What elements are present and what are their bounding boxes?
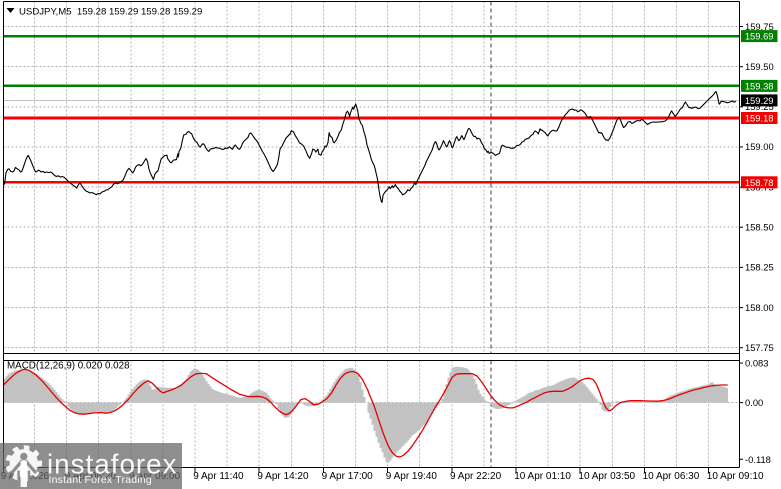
svg-text:159.29: 159.29: [745, 95, 774, 106]
svg-text:158.78: 158.78: [745, 177, 774, 188]
svg-text:159.38: 159.38: [745, 81, 774, 92]
svg-text:159.18: 159.18: [745, 113, 774, 124]
svg-text:159.25: 159.25: [745, 101, 774, 112]
svg-text:USDJPY,M5 159.28 159.29 159.2: USDJPY,M5 159.28 159.29 159.28 159.29: [19, 6, 202, 17]
svg-text:9 Apr 17:00: 9 Apr 17:00: [322, 471, 374, 482]
svg-text:159.00: 159.00: [745, 141, 774, 152]
svg-text:instaforex: instaforex: [47, 448, 178, 479]
svg-text:158.00: 158.00: [745, 302, 774, 313]
svg-text:10 Apr 09:10: 10 Apr 09:10: [707, 471, 764, 482]
svg-text:9 Apr 11:40: 9 Apr 11:40: [193, 471, 244, 482]
svg-text:0.00: 0.00: [745, 397, 763, 408]
svg-text:9 Apr 19:40: 9 Apr 19:40: [386, 471, 438, 482]
svg-text:10 Apr 01:10: 10 Apr 01:10: [514, 471, 571, 482]
svg-text:159.75: 159.75: [745, 21, 774, 32]
svg-text:MACD(12,26,9) 0.020 0.028: MACD(12,26,9) 0.020 0.028: [7, 361, 130, 372]
svg-text:157.75: 157.75: [745, 342, 774, 353]
svg-text:0.083: 0.083: [745, 358, 768, 369]
svg-text:Instant Forex Trading: Instant Forex Trading: [49, 474, 152, 486]
svg-text:158.25: 158.25: [745, 262, 774, 273]
svg-text:10 Apr 06:30: 10 Apr 06:30: [643, 471, 700, 482]
svg-text:-0.118: -0.118: [745, 454, 771, 465]
svg-text:9 Apr 14:20: 9 Apr 14:20: [257, 471, 309, 482]
svg-text:158.50: 158.50: [745, 222, 774, 233]
svg-text:159.69: 159.69: [745, 31, 774, 42]
svg-text:10 Apr 03:50: 10 Apr 03:50: [578, 471, 635, 482]
svg-text:9 Apr 22:20: 9 Apr 22:20: [450, 471, 502, 482]
svg-text:159.50: 159.50: [745, 61, 774, 72]
